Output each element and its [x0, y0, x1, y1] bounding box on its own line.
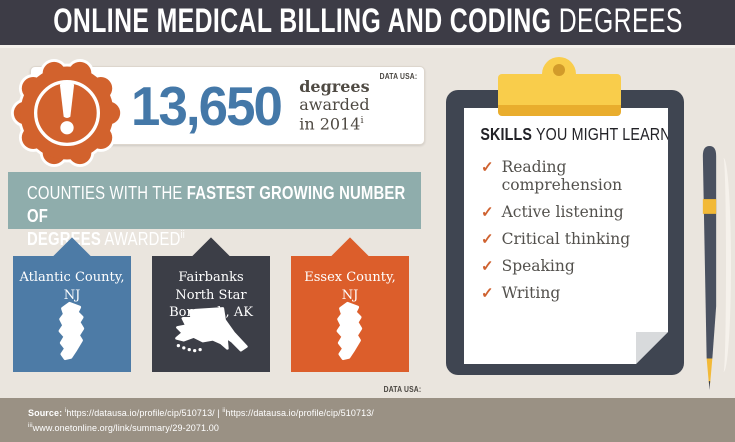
- check-icon: ✓: [481, 159, 494, 176]
- caption-line-3: in 2014: [299, 113, 361, 133]
- source-link-3[interactable]: www.onetonline.org/link/summary/29-2071.…: [32, 422, 219, 433]
- skills-title-rest: YOU MIGHT LEARN: [532, 124, 671, 145]
- county-name: Atlantic County, NJ: [19, 270, 125, 303]
- check-icon: ✓: [481, 258, 494, 275]
- county-card-atlantic: Atlantic County, NJ: [13, 237, 131, 372]
- source-citations: Source: ihttps://datausa.io/profile/cip/…: [28, 406, 374, 436]
- source-link-2[interactable]: https://datausa.io/profile/cip/510713/: [225, 408, 374, 418]
- source-separator: |: [214, 408, 223, 418]
- skill-item: ✓ Speaking: [481, 257, 668, 275]
- county-name: Fairbanks North Star Borough, AK: [169, 270, 253, 321]
- skills-title: SKILLS YOU MIGHT LEARNiii: [480, 125, 651, 146]
- counties-banner: COUNTIES WITH THE FASTEST GROWING NUMBER…: [8, 172, 421, 250]
- clipboard-clip-shadow: [498, 105, 621, 116]
- skill-label: Critical thinking: [501, 230, 631, 248]
- page-title-suffix: DEGREES: [558, 0, 683, 40]
- header-bar: ONLINE MEDICAL BILLING AND CODING DEGREE…: [0, 0, 735, 48]
- skill-item: ✓ Writing: [481, 284, 668, 302]
- skill-item: ✓ Active listening: [481, 203, 668, 221]
- skill-item: ✓ Reading comprehension: [481, 158, 668, 194]
- skill-label: Reading comprehension: [501, 158, 623, 194]
- banner-regular-2: AWARDED: [100, 228, 181, 250]
- skills-list: ✓ Reading comprehension ✓ Active listening…: [481, 158, 668, 311]
- footnote-marker-ii: ii: [180, 228, 185, 242]
- skills-title-bold: SKILLS: [480, 124, 533, 145]
- banner-bold-1: FASTEST GROWING NUMBER OF: [27, 182, 406, 227]
- footnote-marker-iii: iii: [28, 421, 33, 429]
- new-jersey-silhouette: [332, 301, 368, 366]
- pen-icon: [700, 144, 719, 390]
- alert-seal-icon: [10, 56, 124, 170]
- footnote-marker-i: i: [64, 407, 67, 414]
- alaska-silhouette: [168, 303, 254, 366]
- source-label: Source:: [28, 408, 63, 418]
- skill-label: Speaking: [501, 257, 575, 275]
- county-card-essex: Essex County, NJ: [291, 237, 409, 372]
- banner-regular-1: COUNTIES WITH THE: [27, 182, 187, 204]
- check-icon: ✓: [481, 204, 494, 221]
- clipboard-paper: SKILLS YOU MIGHT LEARNiii ✓ Reading compr…: [464, 108, 668, 364]
- degrees-count: 13,650: [131, 74, 283, 137]
- banner-bold-2: DEGREES: [27, 228, 101, 250]
- source-link-1[interactable]: https://datausa.io/profile/cip/510713/: [66, 408, 215, 418]
- county-name: Essex County, NJ: [304, 270, 396, 303]
- caption-line-2: awarded: [299, 95, 370, 115]
- caption-line-1: degrees: [299, 76, 370, 96]
- data-usa-label: DATA USA:: [379, 72, 417, 81]
- skill-label: Writing: [501, 284, 561, 302]
- page-title: ONLINE MEDICAL BILLING AND CODING DEGREE…: [53, 1, 683, 41]
- data-usa-label: DATA USA:: [383, 385, 421, 394]
- degrees-caption: degrees awarded in 2014i: [299, 76, 370, 134]
- page-title-main: ONLINE MEDICAL BILLING AND CODING: [52, 0, 559, 40]
- check-icon: ✓: [481, 285, 494, 302]
- footer-bar: Source: ihttps://datausa.io/profile/cip/…: [0, 398, 735, 442]
- pen-clip-highlight: [716, 158, 731, 372]
- stat-content: 13,650 degrees awarded in 2014i: [131, 67, 370, 144]
- exclamation-icon: [59, 82, 75, 135]
- counties-source: DATA USA:: [355, 379, 421, 397]
- footnote-marker-i: i: [360, 114, 364, 126]
- county-card-fairbanks: Fairbanks North Star Borough, AK: [152, 237, 270, 372]
- skill-item: ✓ Critical thinking: [481, 230, 668, 248]
- check-icon: ✓: [481, 231, 494, 248]
- new-jersey-silhouette: [54, 301, 90, 366]
- counties-banner-text: COUNTIES WITH THE FASTEST GROWING NUMBER…: [27, 181, 427, 251]
- clipboard-clip-hole: [553, 64, 565, 76]
- skill-label: Active listening: [501, 203, 624, 221]
- footnote-marker-ii: ii: [222, 407, 226, 414]
